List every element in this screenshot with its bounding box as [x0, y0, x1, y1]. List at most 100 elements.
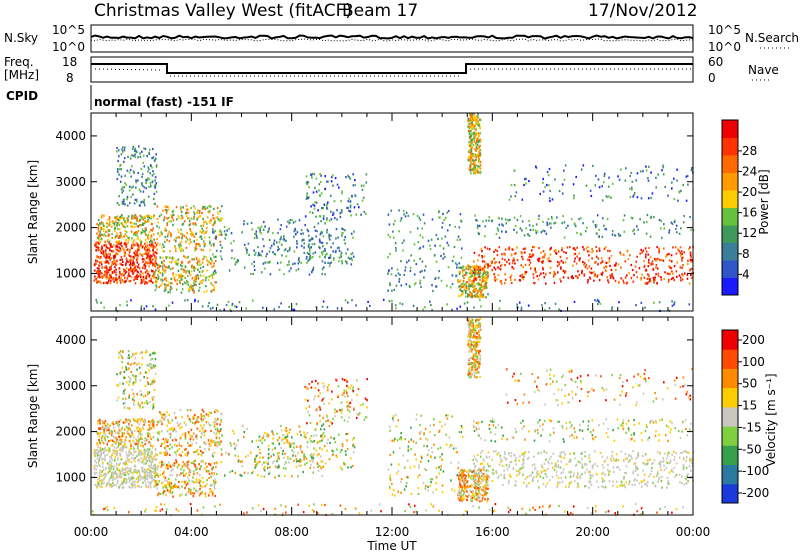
echo-cell [440, 279, 443, 282]
echo-cell [98, 272, 101, 275]
echo-cell [610, 254, 613, 257]
echo-cell [100, 226, 103, 229]
echo-cell [125, 436, 127, 439]
echo-cell [296, 240, 298, 243]
echo-cell [155, 182, 158, 185]
echo-cell [113, 436, 116, 439]
echo-cell [468, 130, 471, 133]
echo-cell [123, 186, 126, 189]
echo-cell [95, 468, 97, 471]
nave-label: Nave [748, 63, 779, 77]
echo-cell [643, 221, 645, 224]
echo-cell [136, 261, 138, 264]
echo-cell [180, 277, 183, 280]
echo-cell [538, 257, 541, 260]
echo-cell [540, 272, 542, 275]
echo-cell [523, 275, 525, 279]
echo-cell [140, 453, 142, 456]
echo-cell [128, 383, 130, 386]
echo-cell [186, 232, 188, 235]
echo-cell [324, 261, 326, 264]
echo-cell [98, 273, 101, 277]
echo-cell [202, 460, 204, 463]
echo-cell [216, 418, 219, 421]
echo-cell [141, 217, 143, 220]
echo-cell [157, 431, 159, 434]
echo-cell [667, 272, 670, 275]
echo-cell [498, 261, 501, 264]
echo-cell [147, 392, 149, 396]
echo-cell [194, 249, 196, 252]
echo-cell [662, 173, 665, 176]
echo-cell [677, 248, 679, 251]
echo-cell [321, 260, 324, 263]
echo-cell [478, 290, 480, 293]
echo-cell [103, 478, 105, 481]
echo-cell [201, 227, 203, 230]
echo-cell [214, 281, 217, 284]
echo-cell [326, 231, 328, 234]
echo-cell [199, 280, 202, 283]
echo-cell [471, 138, 474, 141]
echo-cell [148, 472, 151, 475]
echo-cell [202, 265, 205, 269]
echo-cell [202, 451, 205, 454]
echo-cell [193, 217, 195, 220]
echo-cell [212, 217, 215, 220]
echo-cell [210, 219, 212, 222]
echo-cell [137, 247, 140, 250]
echo-cell [480, 281, 483, 284]
echo-cell [149, 481, 151, 484]
echo-cell [180, 206, 182, 209]
echo-cell [463, 274, 465, 277]
echo-cell [142, 395, 145, 398]
echo-cell [318, 194, 321, 197]
echo-cell [98, 480, 101, 483]
echo-cell [253, 265, 256, 268]
echo-cell [471, 282, 473, 285]
echo-cell [361, 188, 364, 191]
echo-cell [218, 219, 221, 222]
echo-cell [593, 279, 595, 282]
echo-cell [177, 269, 180, 272]
echo-cell [349, 177, 352, 180]
echo-cell [220, 448, 223, 451]
echo-cell [107, 252, 110, 255]
echo-cell [128, 450, 130, 453]
echo-cell [557, 250, 560, 253]
echo-cell [640, 276, 642, 280]
echo-cell [95, 299, 98, 302]
echo-cell [132, 418, 135, 421]
echo-cell [650, 196, 652, 200]
echo-cell [614, 264, 617, 267]
nave-tick-bottom: 0 [708, 71, 716, 85]
echo-cell [618, 301, 620, 304]
echo-cell [180, 472, 182, 475]
echo-cell [596, 232, 599, 235]
echo-cell [163, 491, 165, 494]
echo-cell [336, 218, 338, 221]
echo-cell [121, 472, 123, 475]
echo-cell [107, 482, 109, 485]
echo-cell [118, 173, 120, 176]
echo-cell [400, 284, 403, 287]
echo-cell [611, 272, 613, 276]
echo-cell [210, 440, 212, 443]
echo-cell [95, 279, 98, 282]
echo-cell [200, 415, 203, 418]
y-tick-label: 1000 [55, 266, 86, 280]
echo-cell [130, 186, 133, 189]
echo-cell [527, 258, 529, 261]
echo-cell [590, 267, 593, 270]
echo-cell [137, 220, 140, 223]
echo-cell [151, 477, 153, 480]
echo-cell [421, 260, 424, 263]
echo-cell [631, 268, 634, 272]
echo-cell [262, 306, 264, 309]
echo-cell [193, 258, 195, 261]
echo-cell [553, 281, 556, 284]
echo-cell [542, 272, 545, 275]
echo-cell [187, 432, 190, 435]
echo-cell [469, 291, 471, 294]
echo-cell [407, 214, 410, 217]
